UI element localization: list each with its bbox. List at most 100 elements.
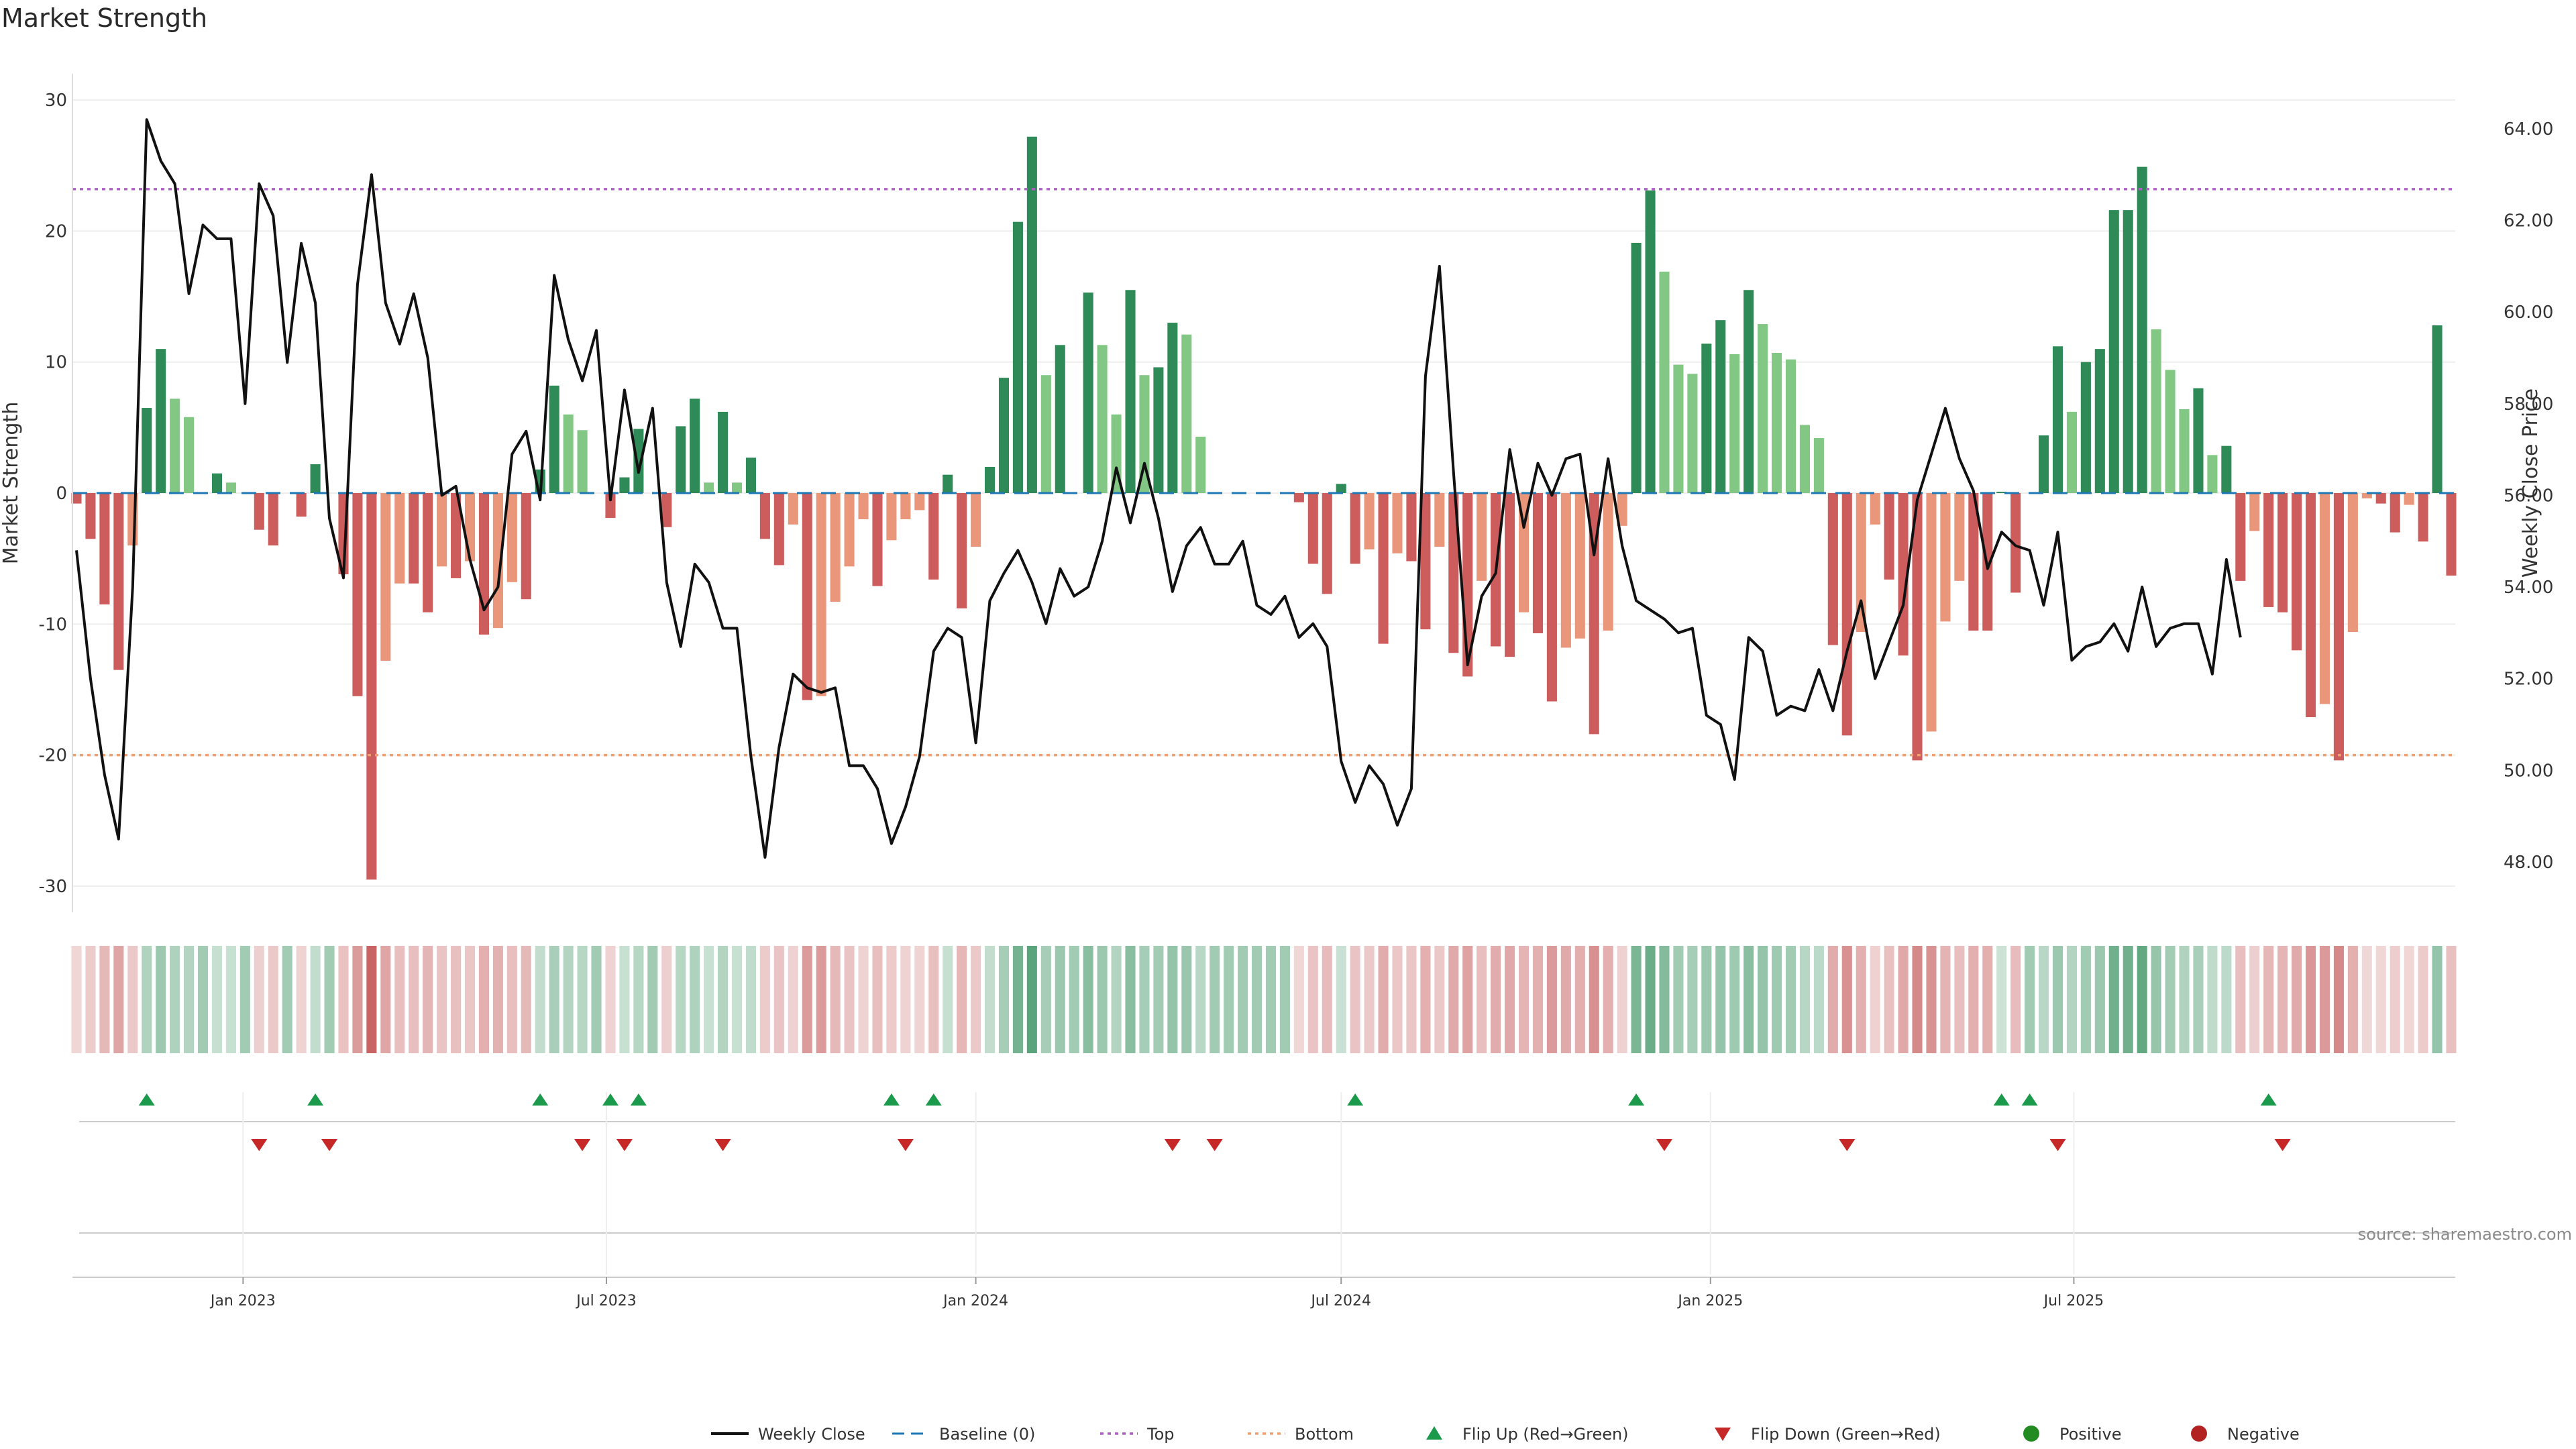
strength-bar — [478, 493, 489, 635]
heat-cell — [492, 946, 503, 1053]
heat-cell — [928, 946, 939, 1053]
heat-cell — [1336, 946, 1346, 1053]
heat-cell — [1125, 946, 1136, 1053]
strength-bar — [1532, 493, 1544, 633]
heat-cell — [310, 946, 321, 1053]
heat-cell — [1912, 946, 1923, 1053]
flip-up-marker — [602, 1093, 619, 1106]
heat-cell — [1603, 946, 1613, 1053]
strength-bar — [521, 493, 531, 600]
chart-title: Market Strength — [1, 3, 207, 33]
strength-bar — [170, 398, 180, 493]
legend-label: Flip Down (Green→Red) — [1751, 1425, 1941, 1444]
heat-cell — [1279, 946, 1290, 1053]
strength-bar — [1406, 493, 1417, 561]
heat-cell — [718, 946, 729, 1053]
heat-cell — [2066, 946, 2077, 1053]
heat-cell — [1617, 946, 1627, 1053]
strength-bar — [2292, 493, 2302, 651]
legend-label: Bottom — [1295, 1425, 1354, 1444]
flip-down-marker — [714, 1139, 731, 1151]
heat-cell — [1069, 946, 1079, 1053]
heat-cell — [1518, 946, 1529, 1053]
heat-cell — [1097, 946, 1108, 1053]
axes: 30 20 10 0 -10 -20 -30 48.00 50.00 52.00 54.00 56.0… — [39, 74, 2553, 912]
strength-bar — [1392, 493, 1403, 553]
heat-cell — [647, 946, 658, 1053]
strength-bar — [1856, 493, 1866, 633]
heat-cell — [254, 946, 264, 1053]
heat-cell — [1813, 946, 1824, 1053]
heat-cell — [296, 946, 307, 1053]
heat-cell — [1055, 946, 1065, 1053]
heat-cell — [1954, 946, 1965, 1053]
flip-down-marker — [1839, 1139, 1856, 1151]
heat-cell — [886, 946, 897, 1053]
flip-up-marker — [307, 1093, 324, 1106]
heat-cell — [437, 946, 447, 1053]
right-tick-label: 64.00 — [2504, 119, 2553, 140]
strength-bar — [971, 493, 981, 547]
strength-bar — [71, 493, 82, 504]
source-note: source: sharemaestro.com — [2358, 1225, 2572, 1244]
heat-cell — [1139, 946, 1150, 1053]
strength-bar — [1097, 345, 1108, 493]
weekly-close-polyline — [75, 118, 2242, 859]
heat-cell — [2390, 946, 2400, 1053]
strength-bar — [1687, 374, 1698, 493]
heat-cell — [2347, 946, 2358, 1053]
x-axis: Jan 2023 Jul 2023 Jan 2024 Jul 2024 Jan 2025… — [72, 1277, 2455, 1309]
strength-bar — [1012, 221, 1023, 493]
heat-cell — [184, 946, 195, 1053]
strength-bar — [605, 493, 616, 519]
heat-cell — [1378, 946, 1389, 1053]
strength-bar — [2221, 445, 2232, 493]
heat-cell — [2137, 946, 2147, 1053]
heat-cell — [1659, 946, 1670, 1053]
strength-bar — [409, 493, 419, 584]
heat-cell — [563, 946, 574, 1053]
heat-cell — [2080, 946, 2091, 1053]
legend-item-weekly-close: Weekly Close — [711, 1425, 865, 1444]
strength-bar — [1322, 493, 1332, 594]
strength-bar — [900, 493, 911, 520]
x-tick-label: Jan 2023 — [209, 1293, 276, 1309]
strength-bar — [2375, 493, 2386, 504]
flip-down-marker — [574, 1139, 591, 1151]
heat-cell — [998, 946, 1010, 1053]
heat-cell — [1265, 946, 1277, 1053]
flip-down-marker — [2274, 1139, 2291, 1151]
strength-bar — [142, 408, 152, 493]
right-tick-label: 48.00 — [2504, 853, 2553, 873]
strength-bar — [1307, 493, 1318, 564]
legend-label: Negative — [2227, 1425, 2300, 1444]
strength-bar — [2151, 329, 2161, 493]
heat-cell — [957, 946, 967, 1053]
heat-cell — [788, 946, 798, 1053]
heat-cell — [2418, 946, 2428, 1053]
strength-bar — [1546, 493, 1557, 702]
heat-cell — [704, 946, 714, 1053]
weekly-close-line — [75, 118, 2242, 859]
heat-cell — [1462, 946, 1473, 1053]
legend-label: Baseline (0) — [939, 1425, 1035, 1444]
heat-cell — [661, 946, 672, 1053]
strength-bar — [1336, 484, 1346, 493]
heat-cell — [2179, 946, 2190, 1053]
heat-cell — [1743, 946, 1754, 1053]
strength-bar — [1912, 493, 1923, 761]
heat-cell — [1195, 946, 1206, 1053]
heat-cell — [830, 946, 841, 1053]
heat-cell — [1505, 946, 1515, 1053]
heat-cell — [2305, 946, 2316, 1053]
strength-bar — [1420, 493, 1431, 630]
right-tick-label: 56.00 — [2504, 486, 2553, 506]
heat-cell — [1841, 946, 1852, 1053]
strength-bar — [492, 493, 503, 629]
flip-down-marker — [2049, 1139, 2066, 1151]
heat-cell — [156, 946, 166, 1053]
strength-bar — [2432, 325, 2443, 493]
heat-cell — [1827, 946, 1838, 1053]
strength-bar — [2319, 493, 2330, 704]
heat-cell — [2361, 946, 2372, 1053]
